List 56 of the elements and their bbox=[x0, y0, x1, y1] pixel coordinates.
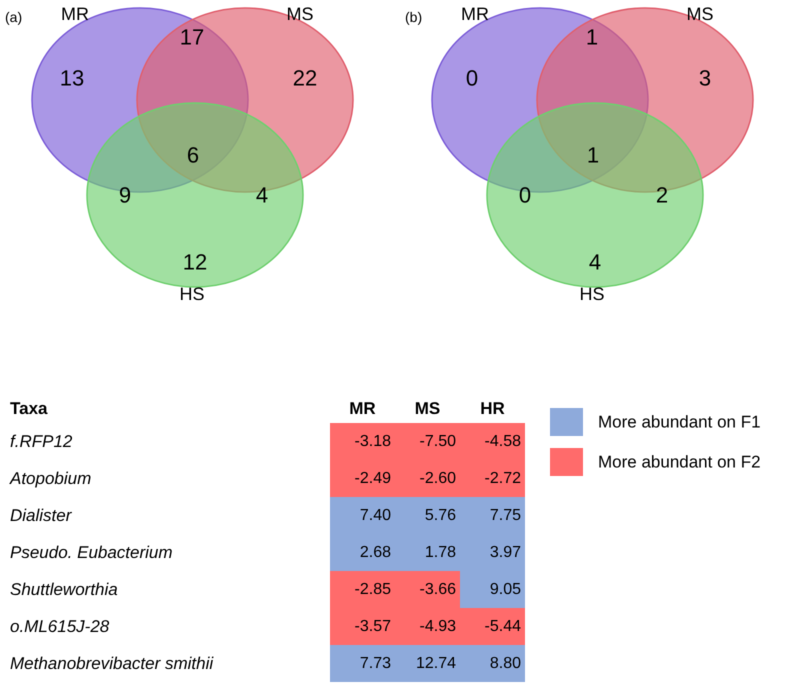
text: More abundant on F1 bbox=[598, 412, 761, 432]
category-label: MR bbox=[461, 4, 489, 24]
data-label: -5.44 bbox=[484, 618, 522, 635]
category-label: MS bbox=[286, 4, 314, 24]
text: 0 bbox=[466, 66, 478, 90]
data-label: 9.05 bbox=[490, 581, 522, 598]
x-tick-label: HR bbox=[480, 399, 505, 418]
data-label: -4.58 bbox=[484, 433, 522, 450]
text: More abundant on F2 bbox=[598, 452, 761, 472]
text: (b) bbox=[405, 9, 422, 25]
text: 9 bbox=[118, 182, 132, 208]
text: (a) bbox=[5, 9, 22, 25]
text: 2 bbox=[656, 182, 668, 208]
data-label: 1.78 bbox=[424, 544, 456, 561]
y-tick-label: Atopobium bbox=[9, 469, 92, 488]
data-label: -7.50 bbox=[420, 433, 456, 450]
data-label: 2.68 bbox=[360, 544, 392, 561]
data-label: 7.73 bbox=[360, 655, 392, 672]
text: 17 bbox=[180, 24, 204, 50]
y-tick-label: o.ML615J-28 bbox=[10, 617, 110, 636]
x-tick-label: MR bbox=[349, 399, 376, 418]
data-label: 5.76 bbox=[424, 507, 456, 524]
text: 3 bbox=[698, 66, 712, 90]
y-tick-label: Methanobrevibacter smithii bbox=[10, 654, 214, 673]
category-label: HS bbox=[579, 284, 605, 304]
text: 4 bbox=[256, 182, 268, 208]
data-label: -2.85 bbox=[354, 581, 392, 598]
text: 13 bbox=[60, 66, 84, 90]
text: 6 bbox=[186, 142, 200, 168]
y-axis-title: Taxa bbox=[10, 399, 48, 418]
data-label: -3.57 bbox=[354, 618, 392, 635]
data-label: 7.40 bbox=[360, 507, 392, 524]
y-tick-label: f.RFP12 bbox=[10, 432, 73, 451]
category-label: MR bbox=[61, 4, 89, 24]
text: 0 bbox=[518, 182, 532, 208]
category-label: MS bbox=[686, 4, 714, 24]
text: 22 bbox=[292, 66, 318, 90]
text: 4 bbox=[588, 250, 602, 274]
y-tick-label: Dialister bbox=[10, 506, 73, 525]
data-label: 7.75 bbox=[490, 507, 522, 524]
data-label: -2.72 bbox=[484, 470, 522, 487]
data-label: -2.60 bbox=[420, 470, 456, 487]
data-label: 12.74 bbox=[416, 655, 456, 672]
text: 1 bbox=[586, 142, 600, 168]
data-label: -4.93 bbox=[420, 618, 456, 635]
data-label: 8.80 bbox=[490, 655, 522, 672]
text: 12 bbox=[182, 250, 208, 274]
data-label: -2.49 bbox=[354, 470, 392, 487]
x-tick-label: MS bbox=[414, 399, 440, 418]
text: 1 bbox=[586, 24, 598, 50]
y-tick-label: Shuttleworthia bbox=[10, 580, 118, 599]
y-tick-label: Pseudo. Eubacterium bbox=[10, 543, 173, 562]
data-label: -3.18 bbox=[354, 433, 392, 450]
data-label: 3.97 bbox=[490, 544, 522, 561]
data-label: -3.66 bbox=[420, 581, 456, 598]
category-label: HS bbox=[179, 284, 205, 304]
